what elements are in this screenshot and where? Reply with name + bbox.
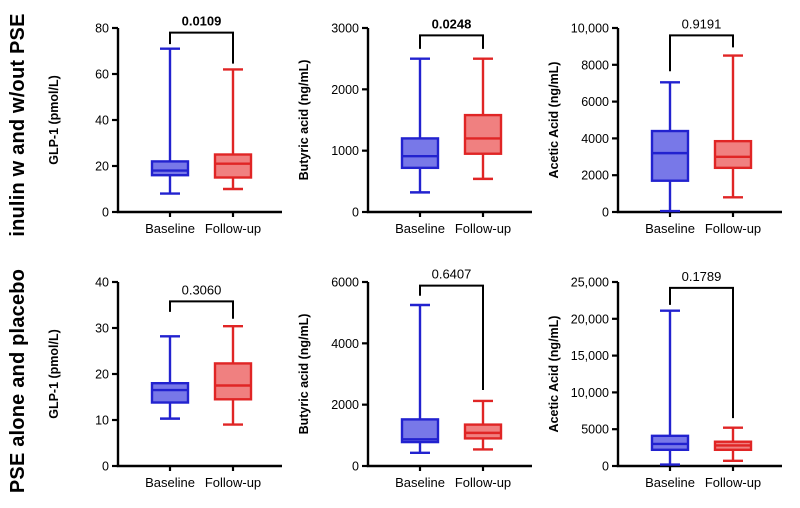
y-tick-label: 3000	[331, 22, 359, 36]
y-axis-label: GLP-1 (pmol/L)	[47, 329, 61, 419]
y-tick-label: 2000	[331, 398, 359, 412]
x-category-label: Baseline	[645, 475, 695, 490]
significance-bracket	[419, 34, 484, 49]
boxplot-r1c2: 0.1789 0 5000 10,000 15,000 20,000 25,000 Aceti…	[547, 269, 782, 490]
y-tick-label: 60	[95, 68, 109, 82]
x-category-label: Follow-up	[705, 475, 761, 490]
boxplot-r0c1: 0.0248 0 1000 2000 3000 Butyric acid (ng/mL) B…	[297, 16, 532, 236]
y-tick-label: 6000	[331, 276, 359, 290]
p-value-label: 0.0248	[432, 16, 472, 31]
y-tick-label: 8000	[581, 58, 609, 72]
x-category-label: Follow-up	[455, 475, 511, 490]
y-tick-label: 10	[95, 414, 109, 428]
y-tick-label: 40	[95, 276, 109, 290]
y-tick-label: 0	[102, 460, 109, 474]
y-tick-label: 15,000	[571, 349, 609, 363]
p-value-label: 0.9191	[682, 16, 722, 31]
p-value-label: 0.1789	[682, 269, 722, 284]
y-tick-label: 10,000	[571, 22, 609, 36]
baseline-box	[150, 381, 190, 404]
y-tick-label: 0	[602, 206, 609, 220]
y-tick-label: 5000	[581, 423, 609, 437]
boxplot-r0c0: 0.0109 0 20 40 60 80 GLP-1 (pmol/L) Baseline Fol…	[47, 14, 282, 236]
significance-bracket	[169, 31, 234, 64]
y-tick-label: 1000	[331, 144, 359, 158]
y-tick-label: 4000	[581, 132, 609, 146]
y-tick-label: 80	[95, 22, 109, 36]
y-tick-label: 4000	[331, 337, 359, 351]
baseline-box	[400, 418, 440, 444]
baseline-box	[650, 129, 690, 182]
y-tick-label: 20	[95, 368, 109, 382]
x-category-label: Follow-up	[705, 221, 761, 236]
y-tick-label: 40	[95, 114, 109, 128]
baseline-box	[150, 160, 190, 177]
x-category-label: Baseline	[395, 221, 445, 236]
baseline-box	[400, 137, 440, 170]
y-tick-label: 20,000	[571, 312, 609, 326]
y-axis-label: Acetic Acid (ng/mL)	[547, 316, 561, 433]
x-category-label: Baseline	[645, 221, 695, 236]
p-value-label: 0.3060	[182, 282, 222, 297]
p-value-label: 0.6407	[432, 267, 472, 282]
x-category-label: Follow-up	[205, 221, 261, 236]
followup-box	[213, 362, 253, 401]
x-category-label: Baseline	[145, 221, 195, 236]
significance-bracket	[669, 286, 734, 419]
boxplot-r1c0: 0.3060 0 10 20 30 40 GLP-1 (pmol/L) Baseline Fol…	[47, 276, 282, 490]
y-axis-label: Acetic Acid (ng/mL)	[547, 62, 561, 179]
y-tick-label: 25,000	[571, 276, 609, 290]
y-tick-label: 30	[95, 322, 109, 336]
p-value-label: 0.0109	[182, 14, 222, 29]
followup-box	[463, 113, 503, 155]
boxplot-r0c2: 0.9191 0 2000 4000 6000 8000 10,000 Acetic Acid…	[547, 16, 782, 236]
followup-box	[713, 139, 753, 170]
y-tick-label: 2000	[331, 83, 359, 97]
y-tick-label: 6000	[581, 95, 609, 109]
y-tick-label: 10,000	[571, 386, 609, 400]
significance-bracket	[669, 34, 734, 72]
followup-box	[463, 423, 503, 440]
x-category-label: Baseline	[145, 475, 195, 490]
y-tick-label: 2000	[581, 169, 609, 183]
followup-box	[213, 153, 253, 179]
x-category-label: Follow-up	[455, 221, 511, 236]
y-tick-label: 0	[352, 206, 359, 220]
boxplot-r1c1: 0.6407 0 2000 4000 6000 Butyric acid (ng/mL) B…	[297, 267, 532, 490]
y-tick-label: 0	[102, 206, 109, 220]
y-tick-label: 0	[352, 460, 359, 474]
y-axis-label: Butyric acid (ng/mL)	[297, 314, 311, 435]
y-tick-label: 0	[602, 460, 609, 474]
y-axis-label: Butyric acid (ng/mL)	[297, 60, 311, 181]
significance-bracket	[169, 300, 234, 319]
y-tick-label: 20	[95, 160, 109, 174]
y-axis-label: GLP-1 (pmol/L)	[47, 75, 61, 165]
significance-bracket	[419, 284, 484, 390]
x-category-label: Follow-up	[205, 475, 261, 490]
x-category-label: Baseline	[395, 475, 445, 490]
